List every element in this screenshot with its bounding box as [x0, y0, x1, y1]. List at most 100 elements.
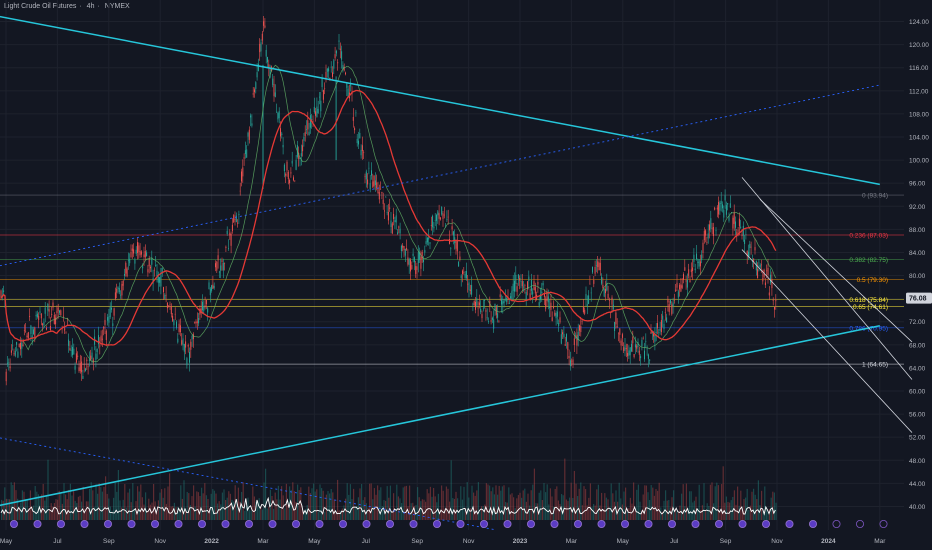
candle-body — [545, 298, 547, 309]
candle-body — [36, 313, 38, 318]
candle-body — [226, 230, 228, 235]
candle-body — [633, 353, 635, 358]
candle-body — [196, 321, 198, 323]
price-tick-label: 104.00 — [909, 135, 929, 142]
candle-body — [309, 115, 311, 128]
volume-bar — [124, 484, 126, 520]
candle-body — [228, 248, 229, 249]
candle-body — [207, 308, 209, 313]
volume-bar — [554, 488, 556, 520]
volume-bar — [444, 508, 446, 520]
candle-body — [159, 277, 161, 283]
time-tick-label: Sep — [720, 538, 732, 545]
candle-body — [623, 347, 625, 351]
candle-body — [588, 295, 590, 304]
candle-body — [68, 339, 70, 346]
volume-bar — [767, 511, 769, 520]
volume-bar — [74, 500, 76, 520]
candle-body — [16, 342, 18, 345]
candle-body — [640, 356, 642, 359]
volume-bar — [505, 502, 507, 520]
volume-bar — [313, 483, 315, 520]
candle-body — [602, 284, 604, 289]
candle-body — [434, 220, 436, 222]
candle-body — [519, 277, 521, 281]
candle-body — [632, 337, 634, 344]
volume-bar — [76, 503, 78, 520]
candle-body — [534, 287, 536, 294]
candle-body — [710, 218, 712, 229]
candle-body — [230, 233, 232, 246]
volume-bar — [308, 486, 310, 520]
candle-body — [147, 269, 149, 273]
candle-body — [111, 307, 112, 310]
volume-bar — [452, 497, 454, 520]
volume-bar — [205, 495, 207, 520]
candle-body — [659, 328, 661, 331]
volume-bar — [260, 506, 262, 520]
volume-bar — [268, 506, 270, 520]
candle-body — [523, 286, 525, 288]
candle-body — [766, 270, 768, 272]
volume-bar — [445, 486, 447, 520]
price-tick-label: 84.00 — [909, 250, 926, 257]
candle-body — [380, 188, 382, 190]
candle-body — [40, 313, 42, 319]
volume-bar — [492, 487, 494, 520]
candle-body — [744, 239, 746, 244]
time-tick-label: Nov — [463, 538, 475, 545]
candle-body — [601, 276, 603, 284]
volume-bar — [501, 486, 503, 520]
volume-bar — [95, 484, 97, 520]
candle-body — [740, 226, 742, 229]
volume-bar — [697, 508, 699, 520]
volume-bar — [625, 487, 627, 520]
candle-body — [96, 349, 98, 353]
volume-bar — [292, 482, 294, 520]
price-axis[interactable]: 124.00 120.00 116.00 112.00 108.00 104.00 100.… — [906, 19, 932, 511]
candle-body — [511, 290, 513, 301]
volume-bar — [101, 491, 103, 520]
time-tick-label: Nov — [771, 538, 783, 545]
candle-body — [525, 291, 527, 301]
volume-bar — [50, 503, 52, 520]
volume-bar — [516, 498, 518, 520]
price-tick-label: 40.00 — [909, 504, 926, 511]
volume-bar — [333, 499, 335, 520]
event-marker — [409, 520, 418, 529]
candle-body — [33, 329, 34, 335]
event-markers[interactable] — [9, 520, 888, 529]
time-tick-label: May — [0, 538, 13, 545]
volume-bar — [353, 488, 355, 520]
candle-body — [183, 344, 185, 352]
volume-bar — [743, 498, 745, 520]
time-axis[interactable]: May Jul Sep Nov 2022 Mar May Jul Sep Nov 2023 Mar Ma… — [0, 538, 886, 545]
symbol-title[interactable]: Light Crude Oil Futures · 4h · NYMEX — [4, 3, 130, 10]
candle-body — [725, 205, 727, 215]
candle-body — [458, 261, 460, 267]
candle-body — [332, 72, 333, 77]
candle-body — [547, 296, 549, 303]
candle-body — [589, 283, 591, 285]
candle-body — [390, 220, 392, 228]
trend-drawings[interactable] — [0, 13, 913, 530]
candle-body — [690, 269, 692, 273]
volume-bar — [657, 490, 659, 520]
candle-body — [428, 237, 430, 240]
candle-body — [737, 230, 739, 232]
volume-bar — [487, 484, 489, 520]
volume-bar — [609, 508, 611, 520]
candle-body — [412, 253, 414, 256]
candle-body — [254, 89, 255, 93]
candle-body — [337, 62, 339, 64]
candle-body — [714, 207, 716, 210]
candle-body — [497, 313, 499, 318]
candle-body — [675, 289, 677, 292]
candle-body — [125, 262, 127, 274]
volume-bar — [9, 499, 11, 520]
candle-body — [768, 292, 770, 296]
fibonacci-retracement[interactable]: 0 (93.94) 0.236 (87.03) 0.382 (82.75) 0.5 (… — [0, 193, 904, 369]
time-tick-label: May — [308, 538, 321, 545]
volume-bar — [105, 476, 107, 520]
